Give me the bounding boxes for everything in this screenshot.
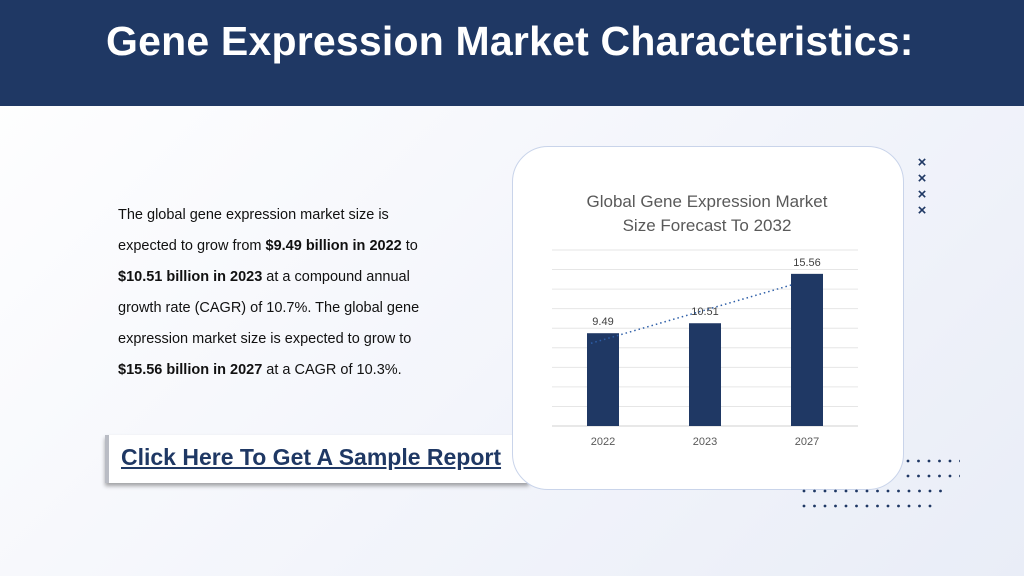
dot xyxy=(939,489,942,493)
text-part-3: at a compound annual growth rate (CAGR) … xyxy=(118,269,420,347)
header-bar: Gene Expression Market Characteristics: xyxy=(0,0,1024,106)
x-tick-2027: 2027 xyxy=(795,436,819,448)
x-mark-icon: × xyxy=(917,202,927,219)
dot-pattern-decoration xyxy=(802,459,960,508)
dot xyxy=(928,489,932,493)
dot xyxy=(802,489,806,493)
dot xyxy=(948,459,952,463)
dot xyxy=(938,474,941,478)
market-description: The global gene expression market size i… xyxy=(118,200,448,386)
dot xyxy=(844,504,848,508)
dot xyxy=(865,489,869,493)
value-2022: $9.49 billion in 2022 xyxy=(265,238,402,254)
dot xyxy=(959,474,960,478)
data-label-2023: 10.51 xyxy=(691,306,719,318)
dot xyxy=(834,489,837,493)
dot xyxy=(813,489,816,493)
bar-2022 xyxy=(587,333,619,426)
dot xyxy=(948,474,952,478)
text-part-1: The global gene expression market size i… xyxy=(118,207,389,254)
chart-card xyxy=(512,146,904,490)
dot xyxy=(823,504,827,508)
text-part-2: to xyxy=(401,238,418,254)
data-label-2027: 15.56 xyxy=(793,257,821,269)
dot xyxy=(907,504,911,508)
dot xyxy=(927,459,931,463)
dot xyxy=(918,504,921,508)
dot xyxy=(897,489,900,493)
dot xyxy=(876,504,879,508)
chart-title-line-2: Size Forecast To 2032 xyxy=(622,216,792,235)
x-pattern-decoration: × × × × xyxy=(915,155,929,219)
data-label-2022: 9.49 xyxy=(592,316,613,328)
dot xyxy=(906,459,910,463)
dot xyxy=(823,489,827,493)
sample-report-link[interactable]: Click Here To Get A Sample Report xyxy=(121,444,502,470)
dot xyxy=(906,474,910,478)
dot xyxy=(855,489,858,493)
x-mark-icon: × xyxy=(917,186,927,203)
chart-title: Global Gene Expression Market Size Forec… xyxy=(552,190,862,238)
dot xyxy=(927,474,931,478)
bar-2027 xyxy=(791,273,823,426)
x-mark-icon: × xyxy=(917,154,927,171)
page-title: Gene Expression Market Characteristics: xyxy=(106,18,914,64)
bar-chart: 9.49 2022 10.51 2023 15.56 2027 xyxy=(552,249,858,448)
x-tick-2022: 2022 xyxy=(591,436,615,448)
dot xyxy=(886,489,890,493)
dot xyxy=(834,504,837,508)
dot xyxy=(876,489,879,493)
dot xyxy=(917,459,920,463)
dot xyxy=(886,504,890,508)
x-tick-2023: 2023 xyxy=(693,436,717,448)
dot xyxy=(959,459,960,463)
dot xyxy=(897,504,900,508)
dot xyxy=(813,504,816,508)
dot xyxy=(907,489,911,493)
sample-report-button[interactable]: Click Here To Get A Sample Report xyxy=(105,435,529,483)
dot xyxy=(865,504,869,508)
dot xyxy=(855,504,858,508)
dot xyxy=(938,459,941,463)
x-mark-icon: × xyxy=(917,170,927,187)
chart-title-line-1: Global Gene Expression Market xyxy=(586,192,828,211)
bar-2023 xyxy=(689,323,721,426)
dot xyxy=(917,474,920,478)
dot xyxy=(928,504,932,508)
text-part-4: at a CAGR of 10.3%. xyxy=(262,362,402,378)
value-2023: $10.51 billion in 2023 xyxy=(118,269,263,285)
dot xyxy=(918,489,921,493)
dot xyxy=(802,504,806,508)
value-2027: $15.56 billion in 2027 xyxy=(118,362,263,378)
dot xyxy=(844,489,848,493)
